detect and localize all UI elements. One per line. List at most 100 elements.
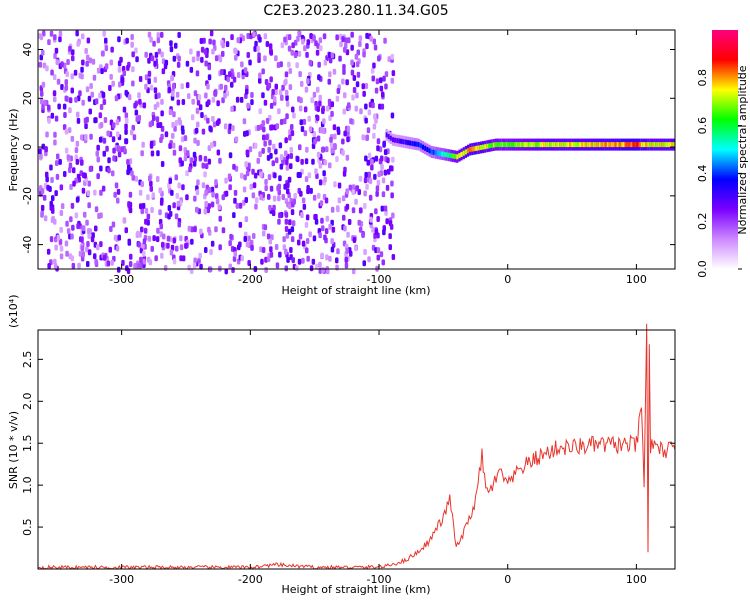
spectrogram-cell: [346, 125, 351, 132]
ridge-core: [636, 142, 639, 148]
spectrogram-cell: [323, 234, 327, 241]
spectrogram-cell: [302, 203, 307, 210]
ridge-core: [567, 142, 570, 148]
spectrogram-cell: [94, 259, 98, 265]
spectrogram-cell: [218, 56, 223, 63]
spectrogram-cell: [341, 78, 345, 85]
spectrogram-cell: [171, 121, 175, 128]
ridge-core: [655, 142, 658, 148]
spectrogram-cell: [332, 68, 337, 75]
spectrogram-cell: [199, 38, 204, 44]
spectrogram-cell: [210, 186, 215, 193]
spectrogram-cell: [45, 171, 49, 178]
colorbar-tick-label: 0.4: [696, 165, 709, 183]
spectrogram-cell: [287, 45, 292, 52]
spectrogram-cell: [195, 189, 200, 196]
spectrogram-cell: [252, 233, 256, 239]
spectrogram-cell: [174, 213, 179, 220]
snr-frame: [37, 329, 676, 570]
spectrogram-cell: [196, 99, 201, 106]
spectrogram-cell: [64, 240, 69, 247]
spectrogram-cell: [246, 33, 250, 39]
spectrogram-cell: [235, 96, 240, 103]
spectrogram-cell: [330, 246, 335, 253]
spectrogram-cell: [141, 141, 145, 148]
spectrogram-cell: [160, 252, 164, 259]
spectrogram-cell: [58, 30, 63, 37]
spectrogram-cell: [102, 30, 106, 37]
spectrogram-cell: [99, 241, 103, 248]
spectrogram-cell: [86, 190, 90, 197]
spectrogram-cell: [159, 137, 163, 143]
spectrogram-cell: [284, 89, 289, 96]
spectrogram-cell: [170, 75, 174, 82]
spectrogram-cell: [114, 95, 119, 102]
spectrogram-cell: [168, 109, 173, 116]
spectrogram-cell: [171, 132, 175, 139]
spectrogram-cell: [80, 66, 84, 73]
spectrogram-cell: [292, 112, 296, 119]
spectrogram-cell: [104, 63, 109, 70]
spectrogram-cell: [312, 91, 317, 98]
spectrogram-cell: [263, 224, 268, 231]
spectrogram-cell: [52, 90, 57, 97]
spectrogram-cell: [279, 61, 283, 68]
ridge-core: [626, 142, 629, 148]
spectrogram-cell: [312, 35, 316, 42]
spectrogram-cell: [200, 112, 204, 118]
spectrogram-cell: [269, 49, 273, 56]
ridge-core: [471, 146, 474, 152]
ridge-core: [575, 142, 578, 148]
spectrogram-cell: [215, 193, 219, 200]
spectrogram-cell: [268, 43, 273, 50]
ridge-core: [622, 142, 625, 148]
spectrogram-cell: [98, 136, 103, 143]
spectrogram-cell: [166, 235, 171, 242]
spectrogram-cell: [232, 212, 236, 219]
spectrogram-cell: [273, 96, 277, 103]
spectrogram-cell: [375, 185, 380, 192]
spectrogram-cell: [218, 244, 222, 251]
spectrogram-cell: [344, 256, 348, 263]
spectrogram-cell: [216, 120, 220, 126]
spectrogram-cell: [130, 170, 134, 177]
spectrogram-cell: [101, 91, 106, 98]
spectrogram-cell: [102, 137, 107, 144]
spectrogram-cell: [89, 133, 93, 140]
ridge-core: [505, 142, 508, 148]
spectrogram-cell: [40, 211, 44, 218]
spectrogram-cell: [92, 74, 97, 81]
spectrogram-cell: [304, 176, 309, 183]
spectrogram-cell: [153, 104, 158, 110]
spectrogram-cell: [341, 149, 345, 156]
spectrogram-cell: [180, 83, 184, 90]
spectrogram-cell: [364, 171, 368, 178]
spectrogram-cell: [307, 172, 312, 179]
spectrogram-cell: [374, 228, 379, 235]
spectrogram-cell: [372, 123, 377, 130]
spectrogram-cell: [211, 48, 215, 55]
spectrogram-cell: [363, 190, 367, 197]
spectrogram-cell: [149, 185, 153, 192]
spectrogram-cell: [245, 88, 249, 95]
spectrogram-cell: [262, 134, 266, 141]
spectrogram-cell: [49, 236, 54, 243]
spectrogram-cell: [144, 74, 149, 81]
spectrogram-cell: [133, 102, 137, 109]
spectrogram-cell: [249, 240, 254, 246]
spectrogram-cell: [83, 172, 87, 179]
spectrogram-cell: [389, 165, 393, 172]
spectrogram-cell: [343, 130, 347, 137]
spectrogram-cell: [390, 53, 394, 60]
spectrogram-cell: [390, 112, 395, 119]
spectrogram-cell: [87, 202, 91, 209]
spectrogram-cell: [53, 263, 58, 270]
spectrogram-cell: [76, 173, 81, 180]
spectrogram-cell: [272, 204, 276, 211]
spectrogram-cell: [212, 39, 216, 46]
ridge-core: [634, 142, 637, 148]
spectrogram-cell: [228, 152, 233, 159]
spectrogram-cell: [148, 259, 153, 266]
spectrogram-cell: [108, 85, 112, 91]
spectrogram-cell: [130, 129, 134, 136]
